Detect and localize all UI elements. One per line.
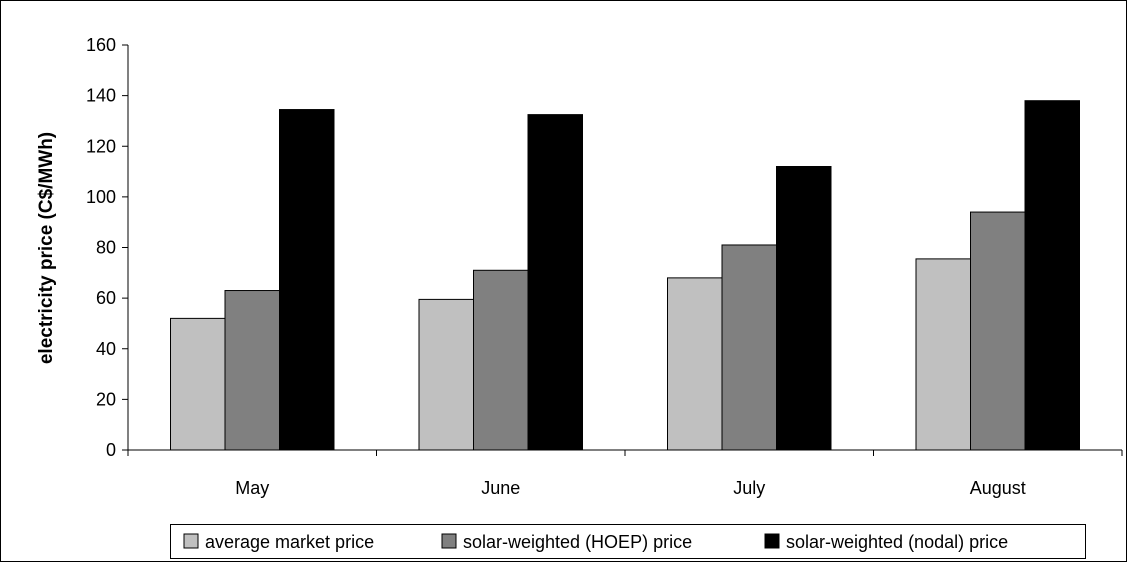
x-category-label: June xyxy=(481,478,520,498)
y-tick-label: 40 xyxy=(96,339,116,359)
legend-box xyxy=(170,524,1086,559)
y-tick-label: 140 xyxy=(86,86,116,106)
plot-area: 0 20 40 60 80 100 120 140 160 May June July August xyxy=(86,35,1123,498)
legend-swatch xyxy=(441,533,457,549)
bar-average-market-price-august xyxy=(915,258,971,451)
bar-average-market-price-july xyxy=(667,277,723,451)
bar-solar-weighted-nodal-price-august xyxy=(1024,100,1080,451)
y-tick-label: 100 xyxy=(86,187,116,207)
bar-solar-weighted-nodal-price-july xyxy=(776,166,832,451)
bar-solar-weighted-hoep-price-june xyxy=(473,269,529,451)
y-tick-label: 120 xyxy=(86,136,116,156)
y-tick-label: 0 xyxy=(106,440,116,460)
bar-solar-weighted-nodal-price-may xyxy=(279,109,335,451)
legend: average market price solar-weighted (HOEP… xyxy=(170,524,1086,559)
x-category-label: May xyxy=(235,478,269,498)
bar-average-market-price-may xyxy=(170,317,226,451)
y-tick-label: 60 xyxy=(96,288,116,308)
bar-average-market-price-june xyxy=(418,298,474,451)
y-tick-label: 80 xyxy=(96,238,116,258)
legend-label: solar-weighted (HOEP) price xyxy=(463,532,692,552)
bar-solar-weighted-hoep-price-may xyxy=(224,290,280,451)
x-category-label: July xyxy=(733,478,765,498)
y-tick-label: 20 xyxy=(96,389,116,409)
legend-swatch xyxy=(764,533,780,549)
y-tick-label: 160 xyxy=(86,35,116,55)
bar-solar-weighted-hoep-price-july xyxy=(721,244,777,451)
legend-label: solar-weighted (nodal) price xyxy=(786,532,1008,552)
bar-solar-weighted-hoep-price-august xyxy=(970,211,1026,451)
legend-swatch xyxy=(183,533,199,549)
y-axis-label: electricity price (C$/MWh) xyxy=(36,132,57,364)
legend-label: average market price xyxy=(205,532,374,552)
bar-solar-weighted-nodal-price-june xyxy=(527,114,583,451)
x-category-label: August xyxy=(970,478,1026,498)
